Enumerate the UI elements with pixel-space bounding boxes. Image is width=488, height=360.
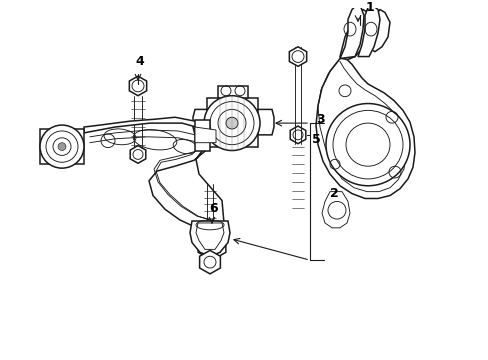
Polygon shape — [195, 127, 216, 143]
Polygon shape — [196, 223, 224, 249]
Text: 5: 5 — [311, 133, 320, 146]
Polygon shape — [357, 6, 379, 57]
Text: 6: 6 — [209, 202, 218, 215]
Polygon shape — [321, 192, 349, 228]
Polygon shape — [190, 221, 229, 256]
Text: 4: 4 — [135, 55, 144, 68]
Ellipse shape — [58, 143, 66, 150]
Polygon shape — [258, 109, 273, 135]
Polygon shape — [40, 129, 84, 164]
Polygon shape — [289, 126, 305, 144]
Ellipse shape — [325, 104, 409, 186]
Polygon shape — [315, 59, 414, 198]
Text: 1: 1 — [365, 1, 374, 14]
Text: 2: 2 — [329, 187, 338, 200]
Polygon shape — [199, 250, 220, 274]
Ellipse shape — [203, 96, 260, 150]
Polygon shape — [129, 76, 146, 96]
Polygon shape — [84, 117, 224, 231]
Ellipse shape — [40, 125, 84, 168]
Polygon shape — [198, 229, 225, 260]
Polygon shape — [339, 10, 369, 59]
Polygon shape — [193, 109, 206, 135]
Ellipse shape — [225, 117, 238, 129]
Polygon shape — [130, 146, 145, 163]
Polygon shape — [206, 98, 258, 147]
Polygon shape — [203, 237, 220, 252]
Polygon shape — [369, 10, 389, 51]
Polygon shape — [289, 47, 306, 66]
Polygon shape — [218, 86, 247, 98]
Text: 3: 3 — [315, 113, 324, 126]
Polygon shape — [339, 6, 363, 59]
Polygon shape — [195, 120, 209, 150]
